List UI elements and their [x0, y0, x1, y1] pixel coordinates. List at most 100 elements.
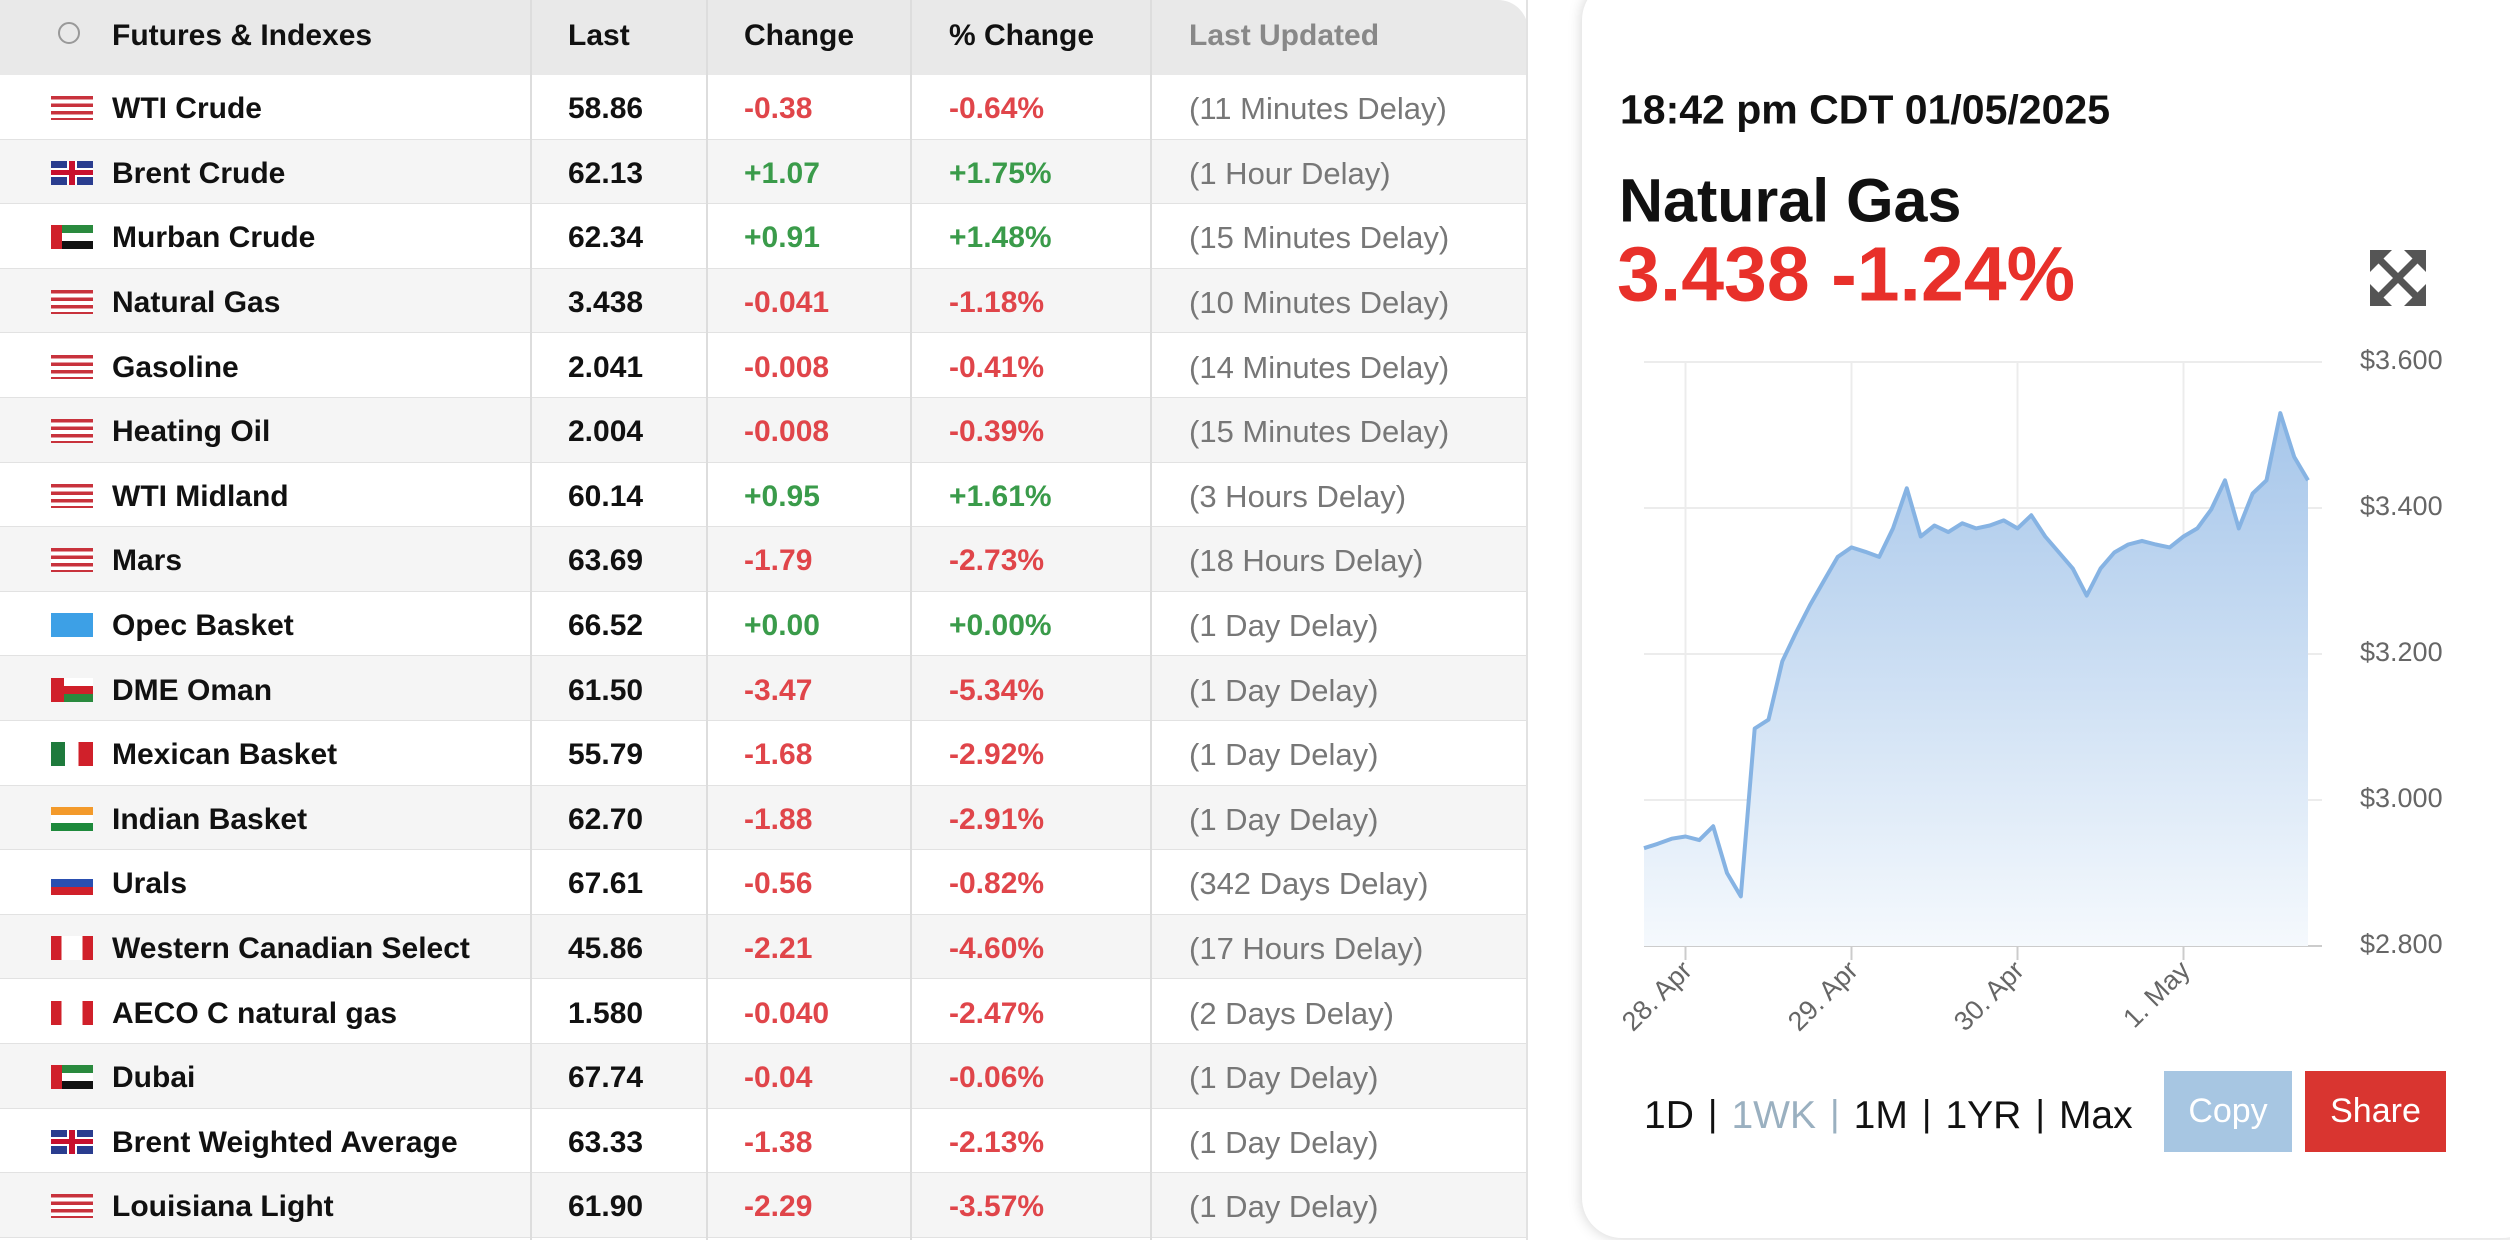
table-row: Indian Basket 62.70 -1.88 -2.91% (1 Day Dela…: [0, 785, 1528, 851]
row-name: Opec Basket: [112, 609, 294, 643]
x-tick-label: 1. May: [2117, 955, 2196, 1034]
table-row: DME Oman 61.50 -3.47 -5.34% (1 Day Delay): [0, 656, 1528, 721]
last-updated: (1 Day Delay): [1189, 1060, 1379, 1096]
percent-change: -3.57%: [949, 1190, 1045, 1224]
share-button[interactable]: Share: [2305, 1071, 2446, 1152]
last-price: 63.69: [568, 544, 644, 578]
last-price: 3.438: [568, 286, 644, 320]
change: +1.07: [744, 156, 820, 190]
flag-icon: [51, 677, 93, 702]
change: -0.56: [744, 867, 813, 901]
x-tick-label: 30. Apr: [1948, 955, 2030, 1037]
flag-icon: [51, 483, 93, 508]
column-header: Last Updated: [1189, 18, 1380, 52]
last-updated: (15 Minutes Delay): [1189, 414, 1450, 450]
change: -0.041: [744, 286, 830, 320]
table-row: Opec Basket 66.52 +0.00 +0.00% (1 Day Delay): [0, 591, 1528, 657]
table-row: Brent Crude 62.13 +1.07 +1.75% (1 Hour Delay…: [0, 139, 1528, 205]
range-button[interactable]: Max: [2058, 1094, 2133, 1137]
percent-change: -0.64%: [949, 92, 1045, 126]
flag-icon: [51, 1129, 93, 1154]
quote: 3.438 -1.24%: [1617, 231, 2076, 318]
row-name: Gasoline: [112, 350, 239, 384]
range-button[interactable]: 1D: [1644, 1094, 1694, 1137]
change: -1.38: [744, 1125, 813, 1159]
percent-change: -2.73%: [949, 544, 1045, 578]
copy-button[interactable]: Copy: [2164, 1071, 2292, 1152]
y-tick-label: $3.200: [2360, 637, 2443, 667]
table-row: Murban Crude 62.34 +0.91 +1.48% (15 Minutes …: [0, 204, 1528, 269]
row-name: AECO C natural gas: [112, 996, 398, 1030]
table-row: Louisiana Light 61.90 -2.29 -3.57% (1 Day De…: [0, 1173, 1528, 1238]
table-row: WTI Crude 58.86 -0.38 -0.64% (11 Minutes Del…: [0, 75, 1528, 140]
last-price: 2.041: [568, 350, 644, 384]
y-tick-label: $3.600: [2360, 345, 2443, 375]
expand-icon[interactable]: [2370, 250, 2426, 306]
separator: |: [1921, 1093, 1932, 1134]
column-header: Last: [568, 18, 630, 52]
flag-icon: [51, 742, 93, 767]
change: +0.00: [744, 609, 820, 643]
flag-icon: [51, 354, 93, 379]
change: -2.29: [744, 1190, 813, 1224]
table-border: [1526, 0, 1528, 1240]
instrument-name: Natural Gas: [1619, 166, 1962, 235]
table-header: [0, 0, 1528, 75]
last-updated: (18 Hours Delay): [1189, 543, 1424, 579]
table-row: Mars 63.69 -1.79 -2.73% (18 Hours Delay): [0, 527, 1528, 592]
table-row: Mexican Basket 55.79 -1.68 -2.92% (1 Day Del…: [0, 721, 1528, 786]
separator: |: [1707, 1093, 1718, 1134]
table-row: Brent Weighted Average 63.33 -1.38 -2.13% (1…: [0, 1108, 1528, 1174]
last-updated: (10 Minutes Delay): [1189, 285, 1450, 321]
percent-change: +0.00%: [949, 609, 1052, 643]
row-name: Louisiana Light: [112, 1190, 334, 1224]
flag-icon: [51, 96, 93, 121]
table-row: AECO C natural gas 1.580 -0.040 -2.47% (2 Da…: [0, 979, 1528, 1044]
separator: |: [1830, 1093, 1840, 1134]
last-updated: (1 Day Delay): [1189, 737, 1379, 773]
flag-icon: [51, 419, 93, 444]
flag-icon: [51, 548, 93, 573]
last-updated: (1 Day Delay): [1189, 608, 1379, 644]
row-name: Heating Oil: [112, 415, 271, 449]
range-button[interactable]: 1M: [1853, 1094, 1908, 1137]
change: -1.88: [744, 802, 813, 836]
flag-icon: [51, 1065, 93, 1090]
row-name: Brent Crude: [112, 156, 286, 190]
range-button[interactable]: 1YR: [1945, 1094, 2022, 1137]
last-price: 62.70: [568, 802, 644, 836]
last-price: 55.79: [568, 738, 644, 772]
percent-change: +1.75%: [949, 156, 1052, 190]
x-tick-label: 28. Apr: [1616, 955, 1698, 1037]
last-price: 62.34: [568, 221, 644, 255]
table-row: Natural Gas 3.438 -0.041 -1.18% (10 Minutes …: [0, 268, 1528, 334]
change: -0.040: [744, 996, 830, 1030]
y-tick-label: $2.800: [2360, 929, 2443, 959]
flag-icon: [51, 1194, 93, 1219]
last-price: 67.74: [568, 1061, 644, 1095]
timestamp: 18:42 pm CDT 01/05/2025: [1620, 86, 2110, 133]
change: -1.79: [744, 544, 813, 578]
change: -2.21: [744, 932, 813, 966]
last-price: 58.86: [568, 92, 644, 126]
range-button[interactable]: 1WK: [1731, 1094, 1816, 1137]
last-price: 2.004: [568, 415, 644, 449]
last-updated: (2 Days Delay): [1189, 995, 1394, 1031]
percent-change: +1.61%: [949, 479, 1052, 513]
last-updated: (1 Day Delay): [1189, 1124, 1379, 1160]
change: +0.95: [744, 479, 820, 513]
last-updated: (1 Day Delay): [1189, 1189, 1379, 1225]
area-fill: [1644, 413, 2308, 947]
last-updated: (1 Day Delay): [1189, 672, 1379, 708]
row-name: WTI Midland: [112, 479, 289, 513]
table-row: Western Canadian Select 45.86 -2.21 -4.60% (…: [0, 914, 1528, 980]
percent-change: -2.91%: [949, 802, 1045, 836]
row-name: Mars: [112, 544, 183, 578]
percent-change: -4.60%: [949, 932, 1045, 966]
row-name: Brent Weighted Average: [112, 1125, 458, 1159]
last-price: 66.52: [568, 609, 644, 643]
percent-change: -1.18%: [949, 286, 1045, 320]
globe-icon: [58, 22, 80, 44]
last-price: 1.580: [568, 996, 644, 1030]
